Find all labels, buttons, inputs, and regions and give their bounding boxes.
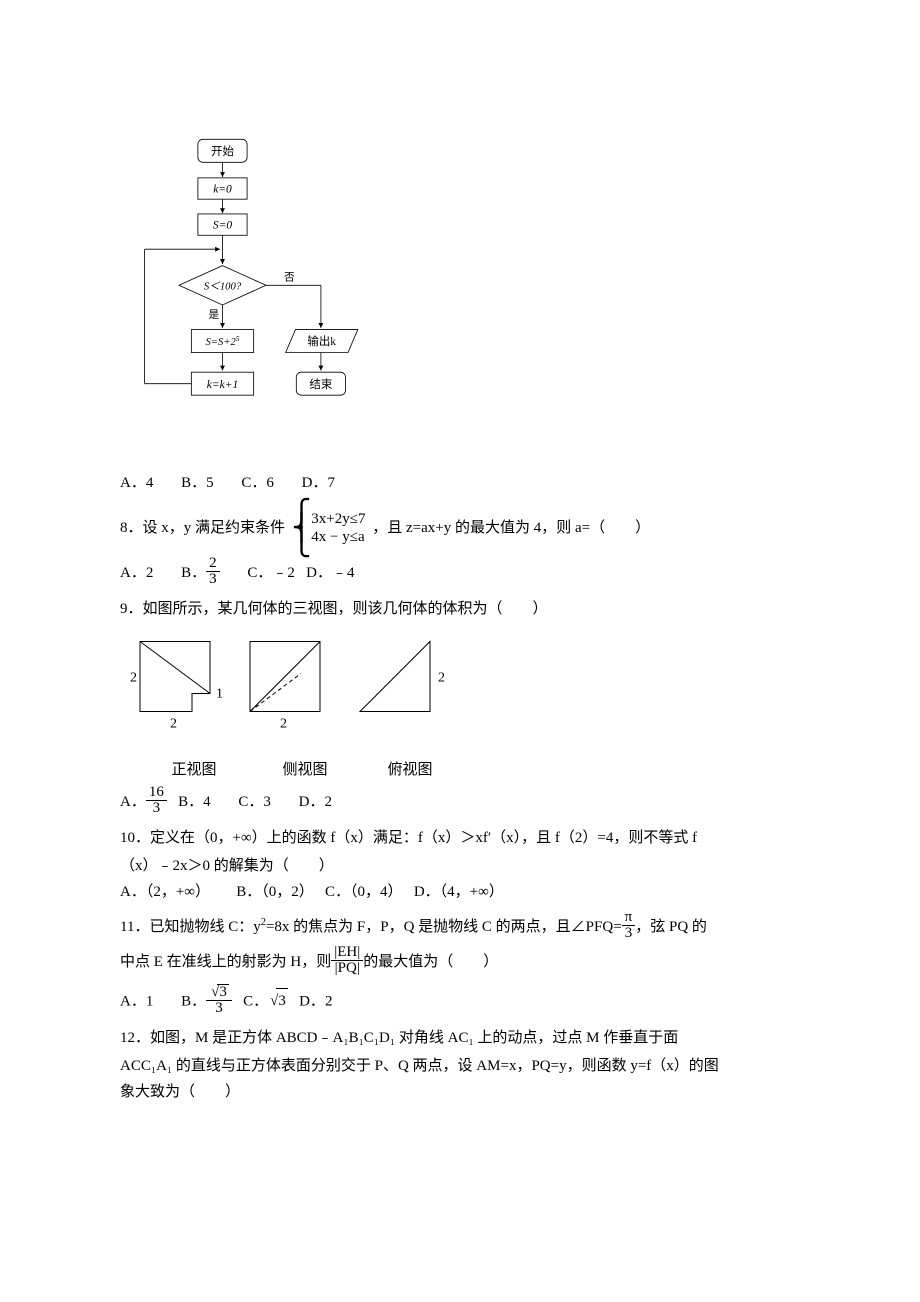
q9-side-label: 侧视图 <box>250 758 360 779</box>
q9-three-views: 2 1 2 2 2 <box>120 631 460 751</box>
svg-text:2: 2 <box>170 716 177 731</box>
q10-opt-a: （2，+∞） <box>146 884 203 900</box>
q9-opt-b: 4 <box>203 794 211 810</box>
flow-end-label: 结束 <box>309 378 332 391</box>
q8-stem-suffix: ，且 z=ax+y 的最大值为 4，则 a=（ ） <box>372 520 650 536</box>
q10-stem-2: （x）﹣2x＞0 的解集为（ ） <box>120 854 800 878</box>
q8-opt-a: 2 <box>146 565 154 581</box>
q12-stem-2: ACC₁A₁ 的直线与正方体表面分别交于 P、Q 两点，设 AM=x，PQ=y，… <box>120 1054 800 1078</box>
q9-options: A．163 B．4 C．3 D．2 <box>120 787 800 818</box>
q9-view-labels: 正视图 侧视图 俯视图 <box>120 758 800 779</box>
q11-opt-a: 1 <box>146 993 154 1009</box>
q12-stem-3: 象大致为（ ） <box>120 1080 800 1104</box>
q11-stem-2: 中点 E 在准线上的射影为 H，则|EH||PQ|的最大值为（ ） <box>120 947 800 978</box>
q7-opt-c: 6 <box>266 475 274 491</box>
q10-opt-d: （4，+∞） <box>440 884 504 900</box>
q9-stem: 9．如图所示，某几何体的三视图，则该几何体的体积为（ ） <box>120 597 800 621</box>
q8-stem-prefix: 8．设 x，y 满足约束条件 <box>120 520 285 536</box>
svg-text:2: 2 <box>438 670 445 685</box>
flow-s0-label: S=0 <box>213 220 232 232</box>
q8-options: A．2 B．23 C．﹣2 D．﹣4 <box>120 558 800 589</box>
q7-options: A．4 B．5 C．6 D．7 <box>120 471 800 495</box>
q7-opt-d: 7 <box>327 475 335 491</box>
flow-yes-label: 是 <box>209 309 220 321</box>
q7-opt-b: 5 <box>206 475 214 491</box>
flowchart-q7: 开始 k=0 S=0 S＜100? 是 否 S=S+25 k=k+1 输出k <box>120 100 366 464</box>
q8-case-2: 4x − y≤a <box>311 528 365 547</box>
q11-pi-frac: π3 <box>622 910 636 941</box>
q9-top-label: 俯视图 <box>360 758 460 779</box>
q7-opt-a: 4 <box>146 475 154 491</box>
q11-stem-1: 11．已知抛物线 C：y2=8x 的焦点为 F，P，Q 是抛物线 C 的两点，且… <box>120 912 800 943</box>
q9-front-label: 正视图 <box>120 758 250 779</box>
q10-options: A．（2，+∞） B．（0，2） C．（0，4） D．（4，+∞） <box>120 880 800 904</box>
q8-opt-c: ﹣2 <box>272 565 295 581</box>
q10-stem-1: 10．定义在（0，+∞）上的函数 f（x）满足：f（x）＞xf′（x），且 f（… <box>120 826 800 850</box>
q8-stem: 8．设 x，y 满足约束条件 ⎧⎨⎩ 3x+2y≤7 4x − y≤a ，且 z… <box>120 507 800 550</box>
q10-opt-c: （0，4） <box>350 884 395 900</box>
q11-ratio-frac: |EH||PQ| <box>331 945 363 976</box>
q11-options: A．1 B．33 C．3 D．2 <box>120 986 800 1018</box>
flow-no-label: 否 <box>284 271 295 283</box>
q8-case-1: 3x+2y≤7 <box>311 510 365 529</box>
flow-out-label: 输出k <box>307 334 336 348</box>
flow-start-label: 开始 <box>211 144 234 158</box>
q11-opt-c: 3 <box>268 988 288 1013</box>
svg-text:1: 1 <box>216 686 223 701</box>
q11-opt-d: 2 <box>325 993 333 1009</box>
flow-k0-label: k=0 <box>213 184 232 196</box>
q8-opt-d: ﹣4 <box>332 565 355 581</box>
flow-cond-label: S＜100? <box>204 280 242 292</box>
q8-opt-b: 23 <box>206 556 220 587</box>
q9-opt-d: 2 <box>324 794 332 810</box>
svg-text:2: 2 <box>280 716 287 731</box>
svg-text:2: 2 <box>130 670 137 685</box>
q12-stem-1: 12．如图，M 是正方体 ABCD﹣A₁B₁C₁D₁ 对角线 AC₁ 上的动点，… <box>120 1026 800 1050</box>
q9-opt-c: 3 <box>263 794 271 810</box>
q11-opt-b: 33 <box>206 984 232 1016</box>
q8-cases: ⎧⎨⎩ 3x+2y≤7 4x − y≤a <box>292 507 366 550</box>
q10-opt-b: （0，2） <box>261 884 306 900</box>
flow-kinc-label: k=k+1 <box>207 379 238 391</box>
q9-opt-a: 163 <box>146 785 167 816</box>
